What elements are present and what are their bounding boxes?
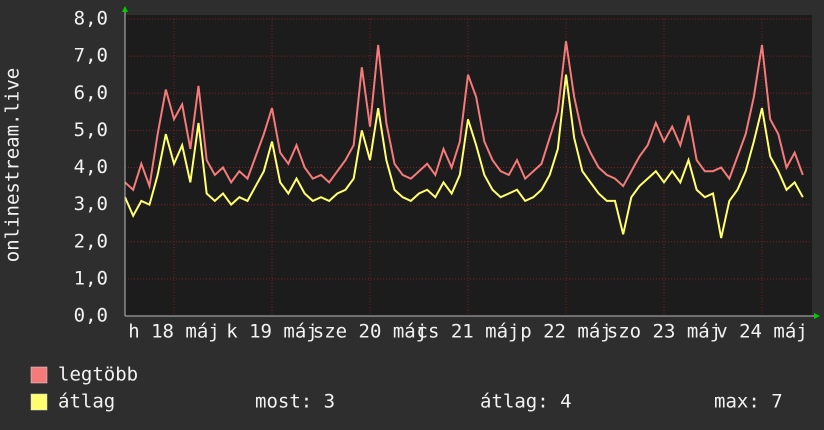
y-tick-label: 8,0: [74, 8, 108, 30]
y-tick-label: 0,0: [74, 305, 108, 327]
series-line: [124, 74, 804, 239]
legend-swatch: [30, 366, 48, 384]
y-tick-label: 2,0: [74, 230, 108, 252]
stat: max: 7: [714, 391, 783, 413]
y-tick-label: 3,0: [74, 193, 108, 215]
legend-label: átlag: [58, 391, 115, 413]
y-tick-label: 1,0: [74, 267, 108, 289]
y-tick-label: 5,0: [74, 119, 108, 141]
x-tick-label: szo 23 máj: [607, 321, 721, 343]
x-tick-label: k 19 máj: [226, 321, 318, 343]
y-tick-label: 4,0: [74, 156, 108, 178]
axis-arrow: [814, 313, 820, 319]
x-tick-label: cs 21 máj: [417, 321, 520, 343]
y-tick-label: 7,0: [74, 45, 108, 67]
x-tick-label: sze 20 máj: [313, 321, 427, 343]
lines: [124, 41, 804, 239]
plot-area: [125, 15, 812, 316]
stat: most: 3: [255, 391, 335, 413]
series-line: [124, 41, 804, 192]
legend: legtöbb átlag most: 3 átlag: 4 max: 7: [30, 364, 783, 413]
x-tick-label: h 18 máj: [128, 321, 220, 343]
legend-label: legtöbb: [58, 364, 138, 386]
y-tick-label: 6,0: [74, 82, 108, 104]
x-tick-label: v 24 máj: [716, 321, 808, 343]
axis-arrow: [122, 6, 128, 12]
x-tick-label: p 22 máj: [520, 321, 612, 343]
stat: átlag: 4: [480, 391, 572, 413]
y-axis-label: onlinestream.live: [2, 68, 24, 262]
legend-swatch: [30, 393, 48, 411]
